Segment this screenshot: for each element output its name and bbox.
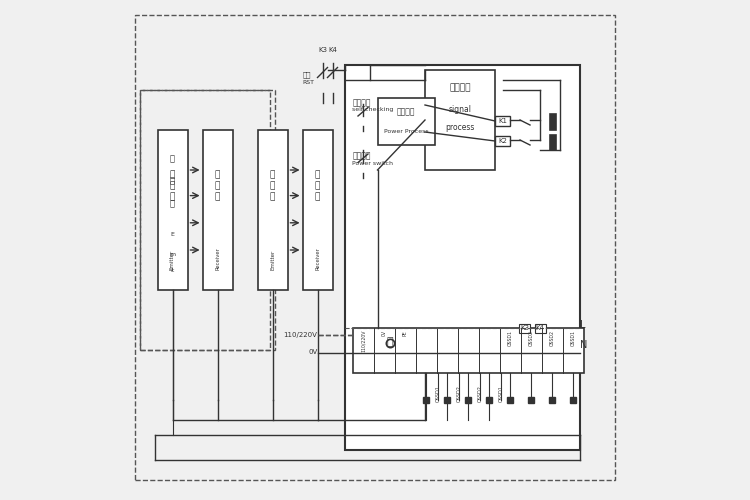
- Text: OSSD1: OSSD1: [436, 385, 440, 402]
- Text: OSSD1: OSSD1: [508, 330, 512, 346]
- Text: Emitter: Emitter: [170, 250, 175, 270]
- Text: OSSD2: OSSD2: [550, 330, 554, 346]
- Text: Power switch: Power switch: [352, 161, 394, 166]
- Text: 发
光
器: 发 光 器: [270, 170, 275, 201]
- Text: Receiver: Receiver: [315, 247, 320, 270]
- Text: process: process: [446, 124, 475, 132]
- Text: ⏚: ⏚: [387, 338, 393, 347]
- Text: 电源开关: 电源开关: [352, 152, 371, 160]
- Text: E: E: [170, 232, 175, 236]
- Text: 受
光
器: 受 光 器: [214, 170, 220, 201]
- Text: 发: 发: [170, 154, 175, 164]
- Text: 光: 光: [170, 176, 175, 186]
- Bar: [202, 130, 232, 290]
- Text: m: m: [170, 252, 176, 258]
- Text: Receiver: Receiver: [215, 247, 220, 270]
- Text: OSSD2: OSSD2: [529, 330, 533, 346]
- Bar: [140, 90, 270, 350]
- Bar: [425, 70, 495, 170]
- Text: Emitter: Emitter: [270, 250, 275, 270]
- Text: K4: K4: [328, 47, 337, 53]
- Text: 器: 器: [170, 199, 175, 208]
- Text: OSSD2: OSSD2: [478, 385, 482, 402]
- Text: 信号处理: 信号处理: [449, 84, 471, 92]
- Text: RST: RST: [302, 80, 314, 85]
- Bar: [140, 90, 275, 350]
- Text: N: N: [580, 340, 587, 350]
- Bar: [495, 116, 510, 126]
- Bar: [495, 136, 510, 146]
- Text: OSSD1: OSSD1: [571, 330, 575, 346]
- Bar: [377, 98, 435, 145]
- Text: OSSD1: OSSD1: [499, 385, 503, 402]
- Bar: [550, 134, 556, 150]
- Text: K3: K3: [520, 324, 530, 330]
- Text: PE: PE: [403, 330, 407, 336]
- Text: 自检开关: 自检开关: [352, 98, 371, 107]
- Text: signal: signal: [448, 106, 472, 114]
- Text: L: L: [580, 320, 586, 330]
- Bar: [302, 130, 332, 290]
- Bar: [550, 114, 556, 130]
- Text: K4: K4: [536, 324, 544, 330]
- Text: Power Process: Power Process: [384, 129, 428, 134]
- Text: 0V: 0V: [382, 330, 386, 336]
- Bar: [352, 328, 584, 372]
- Text: K1: K1: [498, 118, 507, 124]
- Text: K3: K3: [318, 47, 327, 53]
- Bar: [535, 324, 546, 332]
- Bar: [158, 130, 188, 290]
- Text: K2: K2: [498, 138, 507, 144]
- Bar: [519, 324, 530, 332]
- Text: 复位: 复位: [302, 72, 311, 78]
- Text: 110/220V: 110/220V: [361, 330, 365, 352]
- Text: self checking: self checking: [352, 108, 394, 112]
- Text: 0V: 0V: [308, 350, 317, 356]
- Text: it: it: [170, 268, 175, 274]
- Text: OSSD2: OSSD2: [457, 385, 461, 402]
- Text: 发
光
器: 发 光 器: [170, 170, 176, 201]
- Text: 受
光
器: 受 光 器: [315, 170, 320, 201]
- Text: 电源处理: 电源处理: [397, 108, 416, 116]
- Bar: [345, 65, 580, 450]
- Bar: [257, 130, 287, 290]
- Text: 110/220V: 110/220V: [284, 332, 317, 338]
